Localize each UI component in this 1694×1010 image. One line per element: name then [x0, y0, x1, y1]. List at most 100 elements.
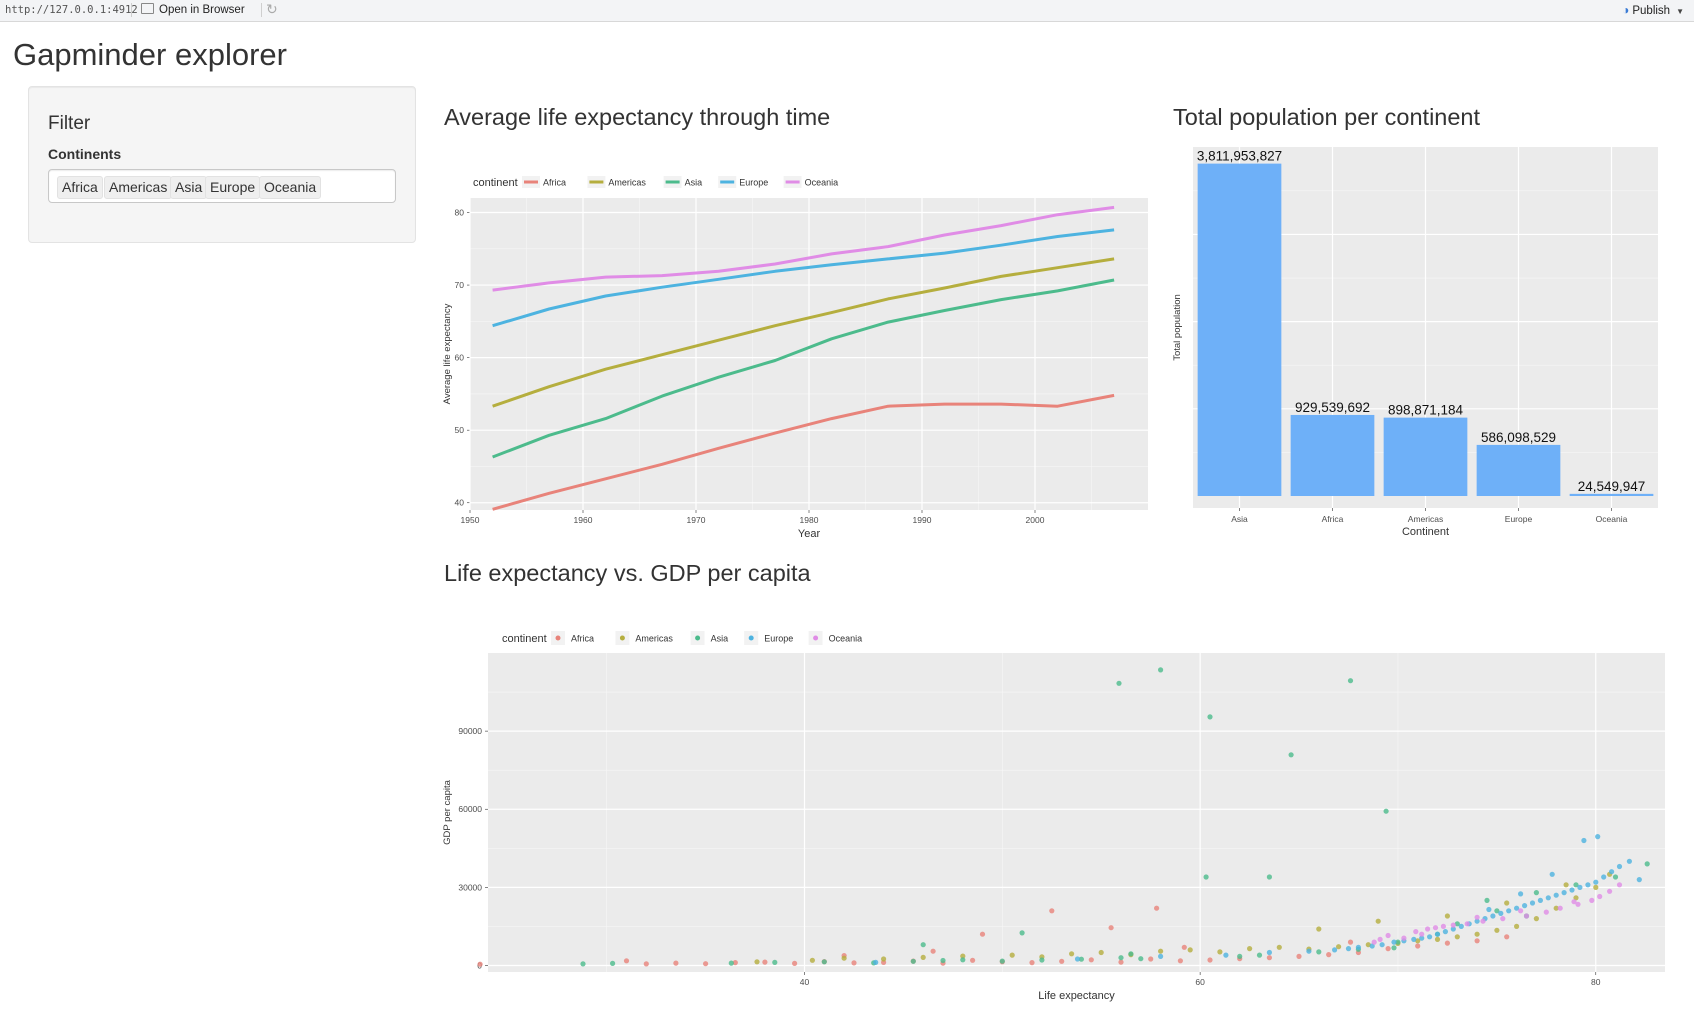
- scatter-point: [1247, 946, 1253, 952]
- scatter-point: [1069, 951, 1075, 957]
- life-expectancy-heading: Average life expectancy through time: [444, 104, 831, 130]
- scatter-point: [1332, 947, 1338, 953]
- bar-africa: [1290, 414, 1375, 496]
- continents-label: Continents: [48, 146, 122, 162]
- scatter-point: [1577, 884, 1583, 890]
- scatter-point: [1581, 837, 1587, 844]
- scatter-point: [1288, 752, 1294, 758]
- scatter-point: [792, 960, 798, 966]
- scatter-point: [1138, 956, 1144, 962]
- scatter-point: [1522, 903, 1528, 909]
- scatter-point: [1498, 910, 1504, 916]
- scatter-point: [1256, 952, 1263, 958]
- legend-label: Africa: [543, 178, 566, 188]
- legend-label: Oceania: [829, 634, 863, 644]
- x-tick-label: Americas: [1408, 514, 1443, 524]
- legend-title: continent: [473, 177, 518, 189]
- scatter-point: [703, 961, 709, 967]
- continent-tag[interactable]: Europe: [205, 176, 261, 199]
- series-points-oceania: [1371, 882, 1623, 945]
- y-axis-label: Total population: [1172, 294, 1183, 361]
- life-expectancy-line-chart: continent Africa Americas Asia Europe Oceania…: [442, 176, 1148, 540]
- scatter-point: [673, 960, 679, 966]
- legend-label: Europe: [764, 634, 793, 644]
- scatter-point: [1391, 945, 1397, 951]
- scatter-point: [1336, 944, 1342, 950]
- y-tick-label: 50: [455, 425, 465, 435]
- scatter-point: [1514, 905, 1520, 911]
- scatter-point: [1074, 956, 1081, 962]
- y-tick-label: 60: [455, 353, 465, 363]
- scatter-point: [1442, 929, 1448, 935]
- continent-tag[interactable]: Americas: [104, 176, 173, 199]
- scatter-point: [1326, 952, 1332, 958]
- scatter-point: [1345, 946, 1352, 952]
- scatter-point: [1585, 882, 1591, 888]
- legend-label: Americas: [608, 178, 646, 188]
- scatter-point: [1049, 908, 1055, 914]
- toolbar-divider: [261, 3, 262, 17]
- continents-select[interactable]: Africa Americas Asia Europe Oceania: [48, 169, 396, 203]
- open-in-browser-button[interactable]: Open in Browser: [141, 3, 245, 16]
- scatter-point: [960, 957, 966, 963]
- scatter-point: [1383, 808, 1389, 814]
- scatter-point: [1533, 890, 1539, 896]
- continent-tag[interactable]: Oceania: [259, 176, 322, 199]
- y-axis-label: Average life expectancy: [442, 303, 453, 404]
- scatter-point: [1419, 931, 1425, 937]
- scatter-point: [1557, 905, 1563, 911]
- scatter-point: [1444, 913, 1450, 919]
- scatter-point: [1371, 939, 1377, 945]
- scatter-point: [1494, 908, 1500, 914]
- legend-label: Americas: [635, 634, 673, 644]
- scatter-point: [1059, 958, 1065, 964]
- scatter-point: [1474, 918, 1480, 924]
- bar-asia: [1197, 163, 1282, 496]
- scatter-point: [1158, 953, 1164, 959]
- scatter-point: [979, 931, 986, 937]
- scatter-point: [1395, 939, 1401, 945]
- y-axis-label: GDP per capita: [442, 779, 453, 844]
- scatter-point: [762, 959, 768, 965]
- scatter-point: [1207, 957, 1213, 963]
- scatter-point: [1177, 958, 1183, 964]
- scatter-point: [1158, 667, 1164, 673]
- scatter-point: [1427, 934, 1433, 940]
- publish-button[interactable]: ◑ Publish ▼: [1622, 3, 1684, 17]
- scatter-point: [1347, 678, 1354, 684]
- scatter-point: [1116, 680, 1122, 686]
- scatter-point: [1523, 913, 1530, 919]
- bar-oceania: [1569, 493, 1654, 496]
- bar-value-label: 24,549,947: [1578, 479, 1646, 494]
- continent-tag[interactable]: Asia: [170, 176, 208, 199]
- scatter-point: [1128, 951, 1134, 957]
- scatter-point: [881, 956, 887, 962]
- scatter-point: [1385, 946, 1391, 952]
- page-title: Gapminder explorer: [13, 37, 287, 72]
- scatter-point: [851, 960, 857, 966]
- scatter-point: [1458, 923, 1464, 929]
- scatter-point: [1561, 890, 1567, 896]
- scatter-point: [1569, 887, 1575, 893]
- scatter-point: [821, 959, 827, 965]
- scatter-point: [1415, 943, 1421, 949]
- scatter-point: [1490, 913, 1496, 919]
- scatter-point: [1644, 861, 1650, 867]
- y-tick-label: 70: [455, 280, 465, 290]
- scatter-point: [920, 942, 926, 948]
- scatter-point: [1553, 905, 1559, 911]
- scatter-point: [1377, 936, 1383, 942]
- scatter-point: [1379, 942, 1385, 948]
- x-tick-label: Asia: [1231, 514, 1248, 524]
- refresh-icon[interactable]: ↻: [266, 1, 278, 17]
- scatter-point: [1355, 944, 1361, 950]
- scatter-point: [960, 953, 966, 959]
- scatter-point: [1108, 925, 1114, 931]
- scatter-point: [999, 958, 1005, 964]
- scatter-point: [610, 960, 616, 966]
- filter-panel-title: Filter: [48, 113, 91, 134]
- chevron-down-icon[interactable]: ▼: [1676, 7, 1684, 16]
- continent-tag[interactable]: Africa: [57, 176, 103, 199]
- scatter-point: [1504, 900, 1510, 906]
- scatter-point: [1223, 952, 1229, 958]
